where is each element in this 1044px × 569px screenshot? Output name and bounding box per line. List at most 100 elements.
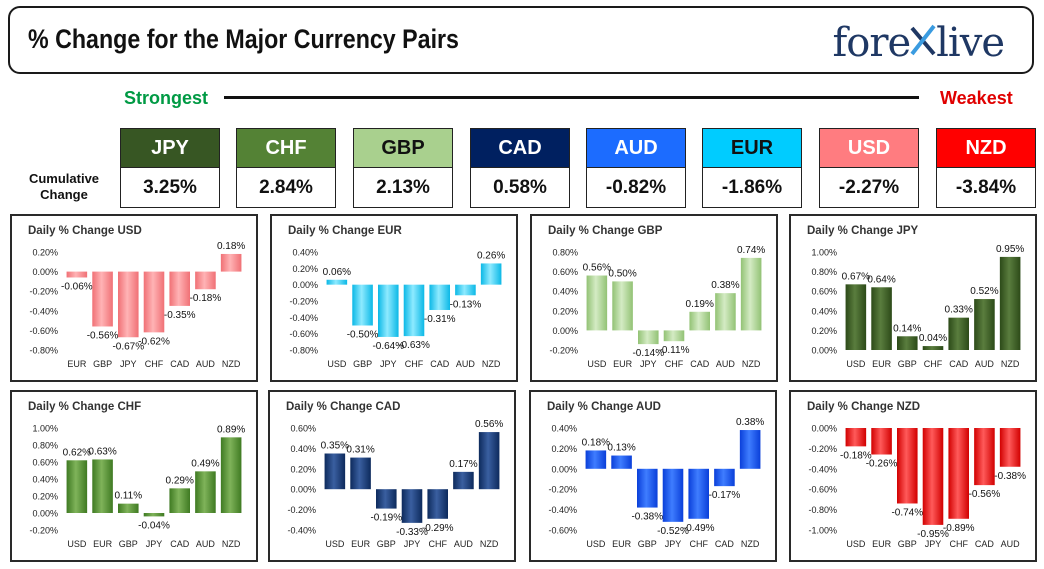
y-tick-label: 0.00% — [811, 424, 837, 434]
chart-panel-usd: Daily % Change USD 0.20% 0.00% -0.20% -0.40%… — [10, 214, 258, 382]
x-tick-label: NZD — [480, 539, 499, 549]
bar — [92, 459, 113, 513]
chart-panel-chf: Daily % Change CHF 1.00% 0.80% 0.60% 0.40% 0.… — [10, 390, 258, 562]
bar — [689, 311, 710, 331]
y-tick-label: -0.60% — [808, 485, 837, 495]
y-tick-label: -0.80% — [808, 505, 837, 515]
x-tick-label: CHF — [405, 359, 424, 369]
y-tick-label: 0.20% — [811, 326, 837, 336]
currency-code: EUR — [703, 129, 801, 168]
x-tick-label: JPY — [925, 539, 942, 549]
data-label: 0.95% — [996, 244, 1024, 255]
x-tick-label: JPY — [640, 359, 657, 369]
y-tick-label: -0.40% — [29, 306, 58, 316]
data-label: 0.26% — [477, 250, 505, 261]
x-tick-label: AUD — [975, 359, 995, 369]
chart-title: Daily % Change CAD — [286, 401, 400, 413]
bar — [611, 455, 632, 469]
bar — [922, 428, 944, 525]
x-tick-label: USD — [327, 359, 347, 369]
bar — [118, 271, 139, 338]
x-tick-label: GBP — [353, 359, 372, 369]
y-tick-label: 0.00% — [290, 485, 316, 495]
data-label: -0.50% — [347, 330, 379, 341]
bar — [740, 257, 762, 331]
x-tick-label: AUD — [196, 359, 216, 369]
y-tick-label: -0.60% — [289, 329, 318, 339]
data-label: 0.29% — [166, 475, 194, 486]
x-tick-label: EUR — [67, 359, 87, 369]
strongest-label: Strongest — [124, 88, 209, 108]
chart-panel-nzd: Daily % Change NZD 0.00% -0.20% -0.40% -0.60… — [789, 390, 1037, 562]
forexlive-logo: fore live — [832, 20, 1005, 66]
y-tick-label: 0.00% — [552, 326, 578, 336]
y-tick-label: 1.00% — [811, 248, 837, 258]
x-tick-label: CAD — [430, 359, 450, 369]
data-label: -0.49% — [683, 523, 715, 534]
data-label: -0.17% — [709, 490, 741, 501]
data-label: -0.19% — [370, 513, 402, 524]
y-tick-label: -1.00% — [808, 526, 837, 536]
chart-eur: Daily % Change EUR 0.40% 0.20% 0.00% -0.20% -… — [288, 225, 505, 369]
data-label: 0.56% — [475, 419, 503, 430]
data-label: 0.38% — [736, 417, 764, 428]
y-tick-label: 0.40% — [811, 306, 837, 316]
data-label: 0.04% — [919, 333, 947, 344]
currency-box-5: AUD -0.82% — [586, 128, 686, 208]
currency-cumulative-value: 2.13% — [376, 177, 430, 198]
chart-aud: Daily % Change AUD 0.40% 0.20% 0.00% -0.20% -… — [547, 401, 764, 549]
y-tick-label: 0.00% — [811, 346, 837, 356]
y-tick-label: 0.00% — [551, 464, 577, 474]
y-tick-label: 0.80% — [552, 248, 578, 258]
bar — [585, 450, 607, 469]
y-tick-label: -0.20% — [548, 485, 577, 495]
y-tick-label: 0.00% — [32, 267, 58, 277]
bar — [427, 489, 448, 519]
strength-scale-line — [224, 96, 919, 99]
y-tick-label: -0.20% — [549, 346, 578, 356]
y-tick-label: -0.80% — [29, 346, 58, 356]
x-tick-label: CAD — [949, 359, 969, 369]
x-tick-label: EUR — [613, 359, 633, 369]
header-banner: % Change for the Major Currency Pairs fo… — [8, 6, 1034, 74]
data-label: -0.35% — [164, 310, 196, 321]
y-tick-label: 0.20% — [551, 444, 577, 454]
logo-text-right: live — [936, 20, 1005, 66]
currency-box-4: CAD 0.58% — [470, 128, 570, 208]
data-label: -0.56% — [969, 489, 1001, 500]
bar — [714, 468, 735, 487]
bar — [974, 299, 995, 350]
data-label: -0.29% — [422, 523, 454, 534]
data-label: 0.18% — [582, 437, 610, 448]
x-tick-label: CHF — [689, 539, 708, 549]
chart-nzd: Daily % Change NZD 0.00% -0.20% -0.40% -0.60… — [807, 401, 1026, 549]
data-label: -0.52% — [657, 526, 689, 537]
bar — [663, 330, 685, 342]
data-label: -0.38% — [994, 471, 1026, 482]
x-tick-label: CAD — [170, 539, 190, 549]
chart-cad: Daily % Change CAD 0.60% 0.40% 0.20% 0.00% -0… — [286, 401, 503, 549]
chart-title: Daily % Change CHF — [28, 401, 141, 413]
x-tick-label: CAD — [690, 359, 710, 369]
x-tick-label: GBP — [377, 539, 396, 549]
bar — [66, 271, 88, 278]
data-label: -0.33% — [396, 527, 428, 538]
x-tick-label: USD — [587, 359, 607, 369]
currency-code: GBP — [354, 129, 452, 168]
bar — [478, 432, 500, 490]
bar — [999, 428, 1021, 467]
bar — [401, 489, 423, 523]
x-tick-label: CHF — [145, 359, 164, 369]
y-tick-label: 0.20% — [552, 306, 578, 316]
data-label: -0.62% — [138, 336, 170, 347]
x-tick-label: NZD — [222, 359, 241, 369]
x-tick-label: EUR — [872, 539, 892, 549]
bar — [715, 293, 736, 331]
x-tick-label: NZD — [222, 539, 241, 549]
y-tick-label: 0.20% — [292, 264, 318, 274]
currency-code: NZD — [937, 129, 1035, 168]
data-label: -0.04% — [138, 520, 170, 531]
data-label: 0.33% — [945, 305, 973, 316]
bar — [612, 281, 633, 331]
currency-box-6: EUR -1.86% — [702, 128, 802, 208]
